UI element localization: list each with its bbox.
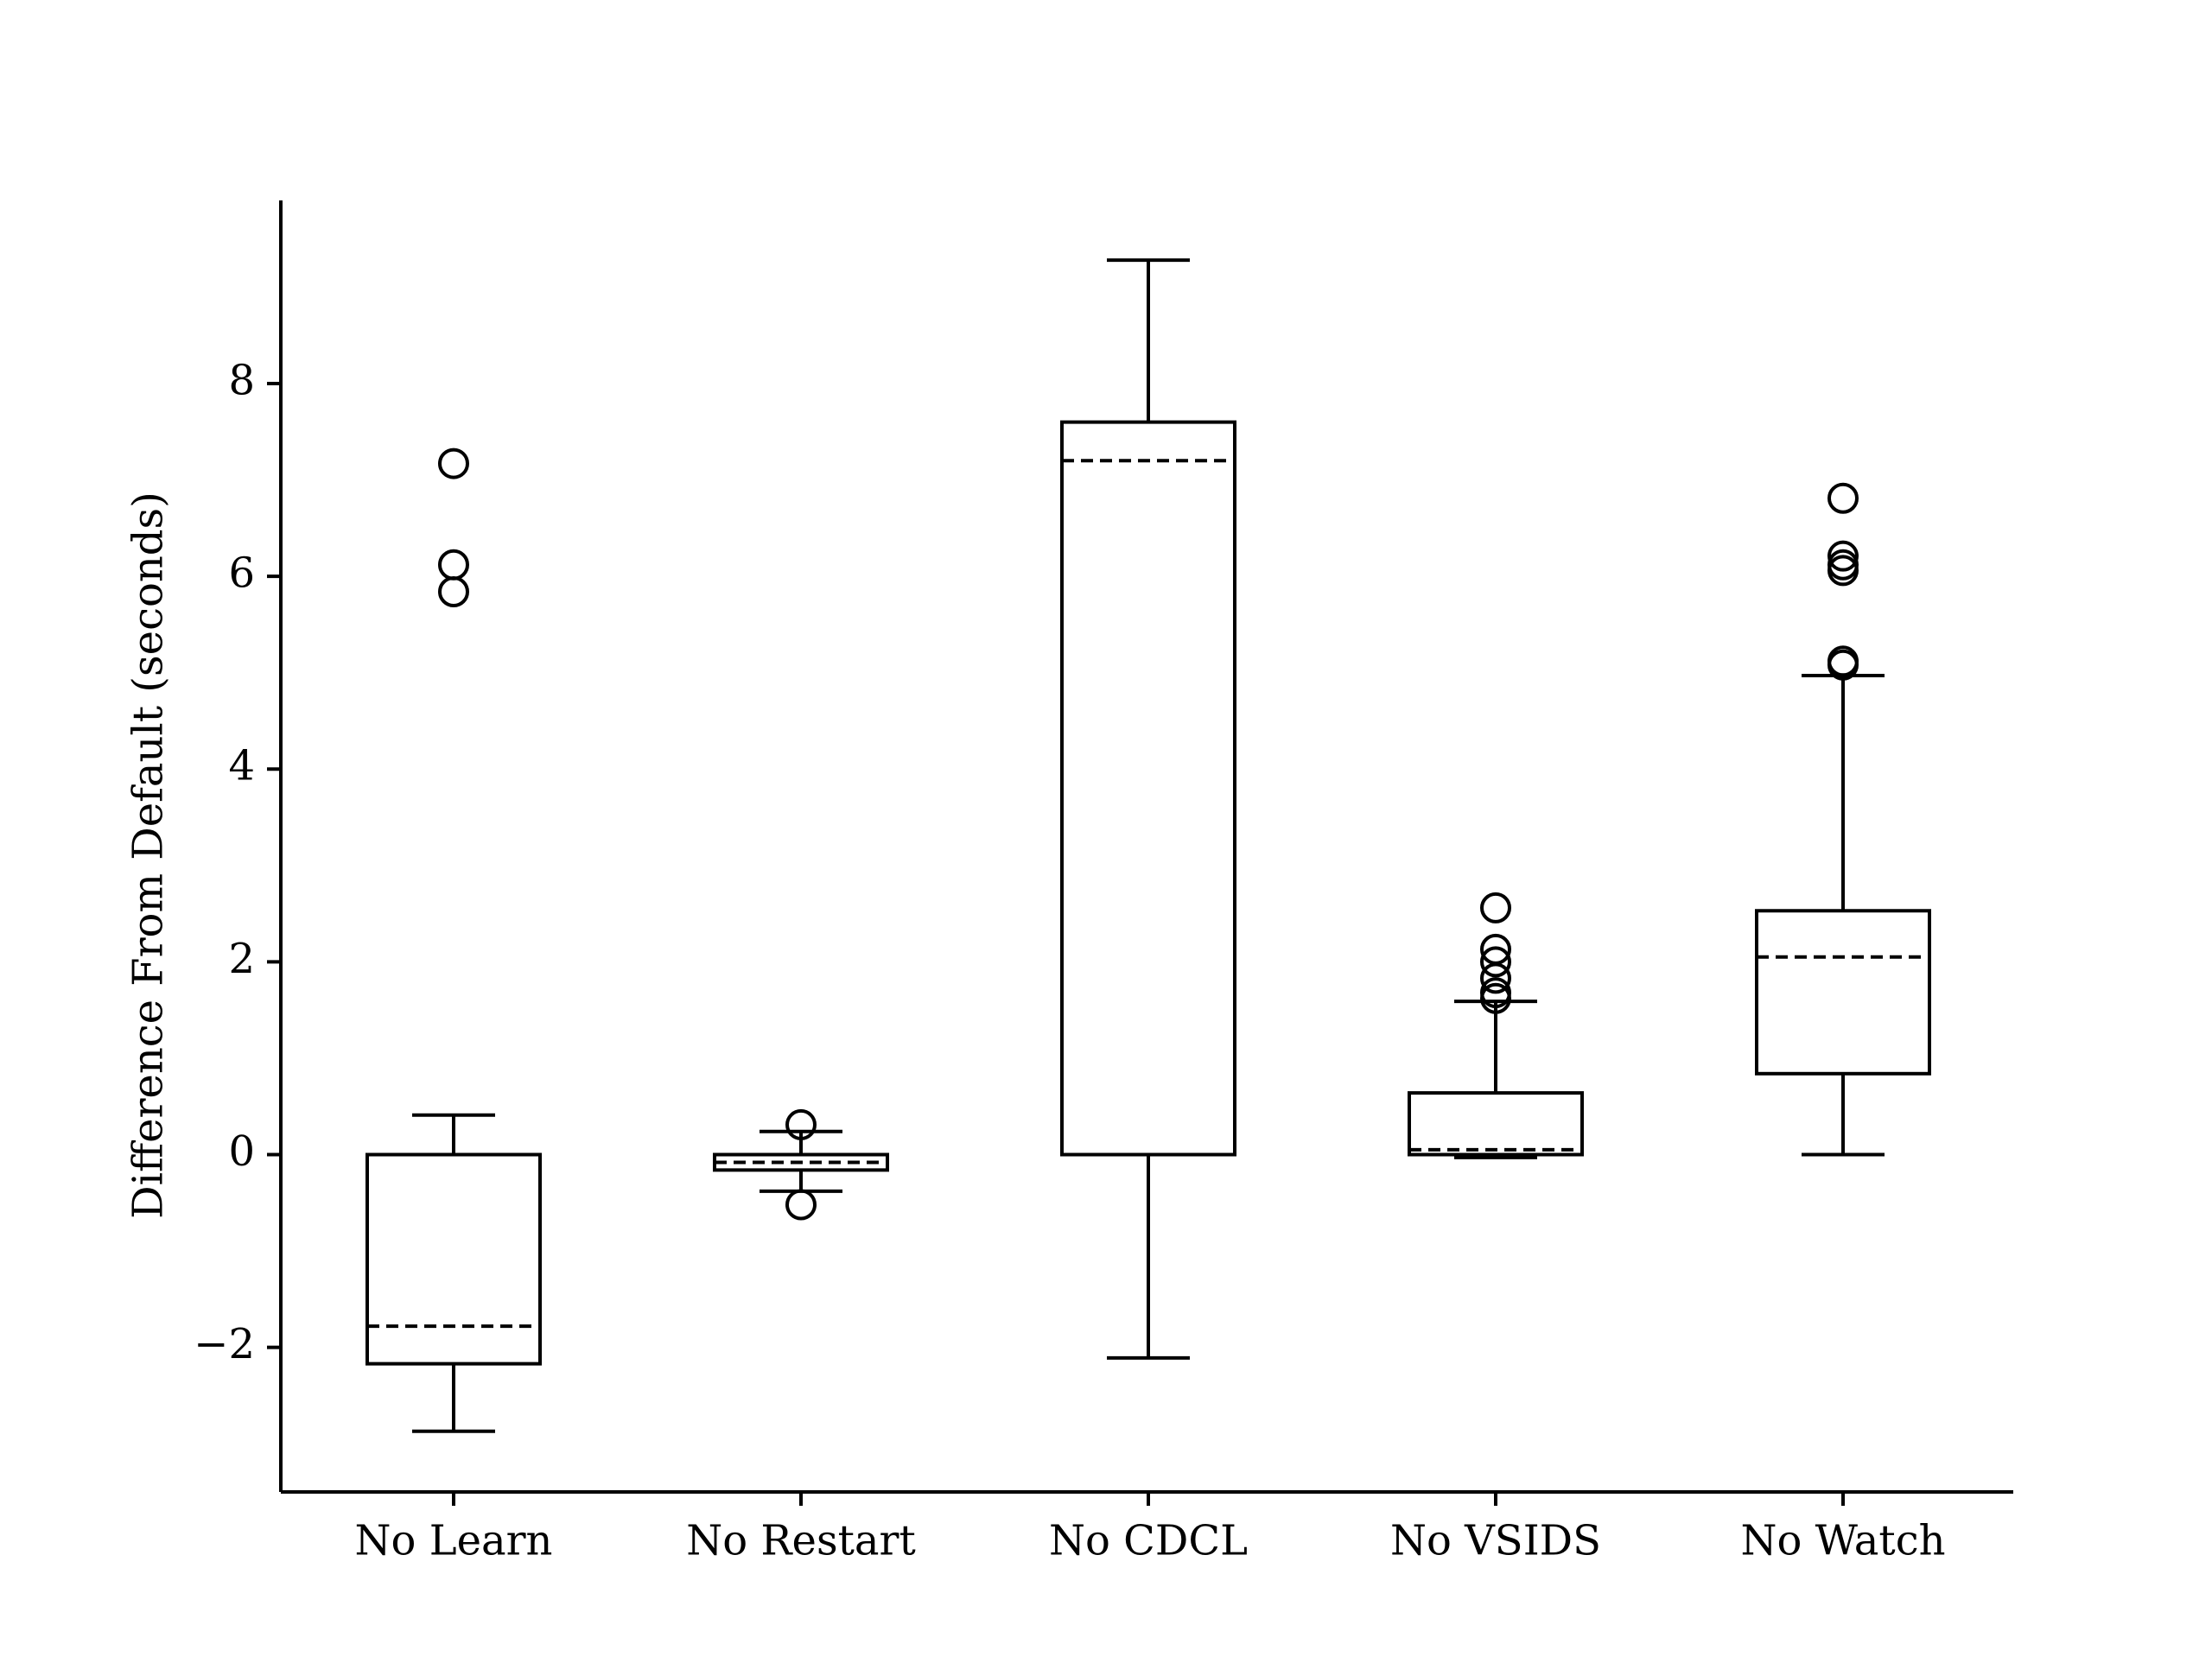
outlier-point	[1480, 962, 1511, 994]
y-axis-label: Difference From Default (seconds)	[124, 492, 173, 1219]
axes: −2 0 2 4 6 8 No Learn No Restart No CDCL No VSIDS…	[194, 200, 2013, 1565]
y-tick-label: 8	[228, 356, 255, 404]
x-tick-label: No CDCL	[1049, 1517, 1248, 1565]
box-iqr	[1060, 420, 1236, 1157]
box-iqr	[1755, 909, 1931, 1076]
box-iqr	[1408, 1091, 1584, 1157]
y-tick-label: 0	[228, 1127, 255, 1176]
outlier-point	[1480, 892, 1511, 924]
x-tick-label: No Watch	[1740, 1517, 1945, 1565]
box-group	[1408, 892, 1584, 1159]
outlier-point	[1827, 482, 1859, 514]
box-group	[365, 447, 542, 1433]
x-tick-label: No Restart	[686, 1517, 915, 1565]
outlier-point	[1480, 982, 1511, 1014]
box-group	[1060, 258, 1236, 1360]
boxes	[365, 258, 1931, 1433]
outlier-point	[438, 447, 469, 479]
x-tick-label: No Learn	[355, 1517, 553, 1565]
y-tick-label: 4	[228, 742, 255, 790]
y-tick-label: 6	[228, 549, 255, 598]
outlier-point	[438, 575, 469, 607]
box-group	[713, 1108, 889, 1221]
y-tick-label: −2	[194, 1320, 255, 1368]
outlier-point	[1480, 946, 1511, 978]
x-tick-label: No VSIDS	[1390, 1517, 1601, 1565]
outlier-point	[1827, 649, 1859, 681]
box-group	[1755, 482, 1931, 1157]
outlier-point	[785, 1108, 817, 1140]
outlier-point	[1827, 555, 1859, 587]
y-tick-label: 2	[228, 935, 255, 983]
outlier-point	[785, 1189, 817, 1221]
outlier-point	[1827, 540, 1859, 572]
outlier-point	[438, 549, 469, 581]
box-iqr	[365, 1152, 542, 1366]
